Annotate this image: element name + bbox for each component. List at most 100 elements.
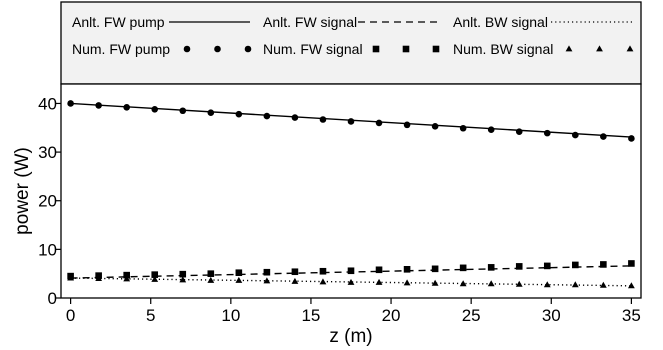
x-tick-label: 20 [382,306,401,325]
data-point-num-fw-pump [403,121,411,129]
y-tick-label: 0 [48,289,57,308]
data-point-num-fw-pump [628,135,635,142]
data-point-num-fw-pump [123,104,130,111]
data-point-num-fw-pump [431,123,439,130]
data-point-num-bw-signal [207,276,215,283]
data-point-num-bw-signal [431,279,439,286]
y-tick-label: 40 [38,94,57,113]
data-point-num-bw-signal [235,276,243,283]
data-point-num-bw-signal [375,278,383,285]
legend-marker-num-fw-pump [214,45,221,53]
data-point-num-bw-signal [291,277,299,284]
series-layer [67,100,635,289]
data-point-num-fw-pump [515,128,523,135]
data-point-num-fw-signal [235,269,243,277]
legend-marker-num-fw-pump [244,45,252,53]
data-point-num-fw-pump [487,126,495,134]
y-tick-label: 30 [38,143,57,162]
series-markers-num-fw-pump [67,100,635,142]
legend-marker-num-fw-pump [183,45,191,53]
legend-marker-num-bw-signal [596,45,603,52]
data-point-num-fw-signal [543,262,551,270]
data-point-num-bw-signal [515,280,523,287]
y-axis-ticks: 0 10 20 30 40 [38,94,61,308]
data-point-num-fw-pump [600,133,607,140]
x-tick-label: 35 [622,306,641,325]
data-point-num-fw-signal [263,268,271,276]
x-tick-label: 30 [542,306,561,325]
y-tick-label: 20 [38,192,57,211]
plot-area: 0 5 10 15 20 25 30 35 0 10 20 30 40 [38,83,642,325]
data-point-num-fw-signal [123,271,130,279]
legend-marker-num-bw-signal [626,45,634,52]
plot-frame [60,83,642,299]
data-point-num-fw-signal [319,267,327,275]
x-tick-label: 0 [66,306,75,325]
data-point-num-fw-pump [95,102,102,109]
legend-label-num-bw-signal: Num. BW signal [453,41,553,57]
data-point-num-fw-pump [543,129,551,137]
data-point-num-bw-signal [403,279,411,286]
data-point-num-fw-signal [375,266,383,274]
data-point-num-fw-pump [67,100,74,107]
data-point-num-fw-pump [291,114,299,121]
data-point-num-fw-signal [515,263,523,270]
x-axis-label: z (m) [329,326,372,347]
data-point-num-bw-signal [95,274,103,281]
data-point-num-bw-signal [347,278,355,285]
data-point-num-bw-signal [599,281,607,288]
legend: Anlt. FW pump Anlt. FW signal Anlt. BW sig… [60,1,642,85]
legend-label-anlt-fw-pump: Anlt. FW pump [72,14,165,30]
data-point-num-fw-signal [207,270,215,277]
data-point-num-fw-signal [487,264,495,271]
data-point-num-fw-signal [431,265,439,273]
data-point-num-fw-signal [628,260,635,267]
legend-key-num-fw-pump [183,45,252,53]
data-point-num-fw-signal [291,268,299,276]
legend-label-num-fw-pump: Num. FW pump [72,41,170,57]
legend-key-num-bw-signal [565,45,634,52]
data-point-num-fw-pump [319,116,327,123]
legend-key-num-fw-signal [372,45,440,53]
data-point-num-fw-pump [179,107,187,115]
data-point-num-bw-signal [123,275,131,282]
data-point-num-fw-signal [600,261,607,268]
x-tick-label: 15 [301,306,320,325]
data-point-num-fw-signal [347,267,355,275]
data-point-num-bw-signal [571,281,579,288]
data-point-num-fw-signal [151,271,159,278]
data-point-num-bw-signal [67,274,75,281]
data-point-num-bw-signal [179,276,187,283]
data-point-num-fw-pump [572,131,579,139]
series-markers-num-bw-signal [67,274,635,289]
x-tick-label: 25 [462,306,481,325]
data-point-num-bw-signal [459,280,467,287]
legend-marker-num-fw-signal [372,45,380,53]
y-tick-label: 10 [38,240,57,259]
legend-marker-num-fw-signal [402,45,410,53]
data-point-num-fw-signal [572,261,579,269]
data-point-num-bw-signal [487,280,495,287]
data-point-num-bw-signal [319,278,327,285]
data-point-num-fw-signal [459,264,467,272]
data-point-num-bw-signal [151,275,159,282]
data-point-num-fw-pump [151,105,159,113]
data-point-num-fw-signal [179,270,187,278]
legend-marker-num-fw-signal [432,45,440,53]
series-line-anlt-bw-signal [70,277,632,287]
legend-label-anlt-fw-signal: Anlt. FW signal [263,14,357,30]
data-point-num-fw-pump [375,119,383,127]
data-point-num-fw-pump [235,110,243,118]
data-point-num-fw-pump [263,112,271,120]
data-point-num-bw-signal [263,277,271,284]
data-point-num-bw-signal [543,281,551,288]
y-axis-label: power (W) [12,147,33,235]
legend-marker-num-bw-signal [565,45,573,52]
x-axis-ticks: 0 5 10 15 20 25 30 35 [66,298,641,325]
data-point-num-fw-signal [403,266,411,273]
legend-box [60,1,642,85]
legend-label-anlt-bw-signal: Anlt. BW signal [453,14,548,30]
legend-label-num-fw-signal: Num. FW signal [263,41,363,57]
x-tick-label: 10 [221,306,240,325]
